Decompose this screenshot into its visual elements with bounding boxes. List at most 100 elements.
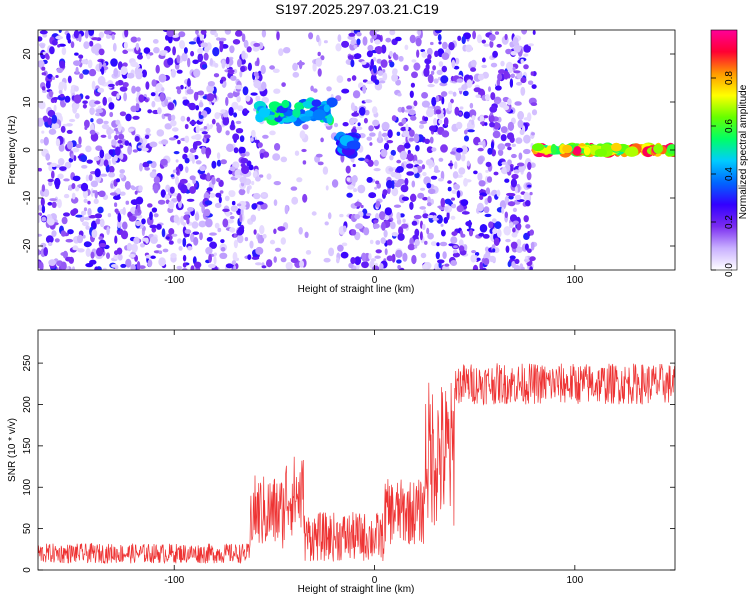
spectrogram-speck [368,253,372,260]
spectrogram-speck [109,111,114,118]
spectrogram-speck [73,102,80,109]
spectrogram-speck [305,250,312,255]
spectrogram-speck [225,263,234,269]
spectrogram-speck [199,232,203,241]
spectrogram-speck [513,44,522,53]
spectrogram-speck [226,143,234,152]
spectrogram-speck [424,58,432,65]
spectrogram-speck [396,211,401,221]
spectrogram-speck [510,73,515,79]
spectrogram-speck [374,39,381,45]
spectrogram-speck [57,158,65,166]
spectrogram-speck [349,43,356,51]
spectrogram-speck [435,95,440,103]
spectrogram-speck [221,59,226,69]
spectrogram-speck [70,153,74,160]
spectrogram-speck [531,132,535,136]
spectrogram-speck [175,176,179,186]
spectrogram-speck [377,70,384,76]
spectrogram-speck [464,129,468,135]
spectrogram-speck [370,37,374,43]
spectrogram-speck [85,95,90,100]
spectrogram-speck [404,109,410,113]
spectrogram-speck [201,64,208,69]
spectrogram-speck [481,64,488,69]
spectrogram-speck [58,144,65,152]
spectrogram-speck [511,173,519,180]
spectrogram-speck [346,177,351,182]
spectrogram-speck [406,163,414,169]
spectrogram-speck [219,190,224,194]
spectrogram-speck [83,41,90,49]
y-tick-label: 0 [22,147,33,153]
spectrogram-speck [510,241,518,249]
spectrogram-speck [240,66,246,73]
spectrogram-speck [328,247,335,257]
spectrogram-speck [479,224,488,233]
spectrogram-speck [106,126,113,136]
spectrogram-speck [495,85,502,91]
spectrogram-speck [236,203,242,207]
spectrogram-speck [233,68,238,74]
spectrogram-speck [435,109,442,115]
spectrogram-speck [48,259,57,266]
spectrogram-speck [526,171,532,181]
spectrogram-speck [370,58,375,68]
spectrogram-speck [379,263,384,270]
spectrogram-speck [496,43,502,48]
spectrogram-speck [278,48,284,56]
spectrogram-speck [152,39,159,44]
spectrogram-speck [120,66,128,76]
spectrogram-speck [60,230,67,237]
spectrogram-speck [38,214,41,224]
spectrogram-speck [124,181,131,190]
spectrogram-speck [531,109,538,116]
spectrogram-speck [255,262,262,266]
spectrogram-speck [191,154,195,164]
spectrogram-speck [38,249,40,256]
spectrogram-speck [255,176,261,182]
spectrogram-speck [299,130,306,140]
spectrogram-speck [72,175,81,182]
spectrogram-speck [176,54,181,64]
spectrogram-speck [514,101,522,106]
spectrogram-speck [493,237,500,246]
spectrogram-speck [246,185,250,195]
spectrogram-speck [87,200,91,205]
spectrogram-speck [170,252,177,259]
spectrogram-speck [184,211,192,216]
spectrogram-speck [514,194,522,200]
spectrogram-speck [215,192,222,198]
spectrogram-speck [413,214,422,220]
spectrogram-speck [363,117,368,124]
spectrogram-speck [340,251,349,259]
spectrogram-speck [80,182,89,192]
snr-x-axis-label: Height of straight line (km) [298,584,415,595]
spectrogram-speck [99,218,105,228]
spectrogram-speck [505,48,512,55]
spectrogram-speck [431,147,437,152]
spectrogram-speck [469,102,474,109]
spectrogram-speck [47,201,53,206]
spectrogram-speck [505,245,510,253]
spectrogram-speck [119,111,127,117]
spectrogram-speck [341,242,348,247]
spectrogram-speck [82,189,88,199]
spectrogram-speck [437,259,445,264]
spectrogram-speck [213,252,217,256]
spectrogram-speck [397,233,405,241]
spectrogram-speck [372,57,377,62]
spectrogram-speck [323,257,331,263]
spectrogram-speck [150,255,156,259]
spectrogram-speck [175,166,180,175]
spectrogram-speck [427,196,431,204]
spectrogram-speck [99,173,108,177]
spectrogram-speck [92,190,97,194]
spectrogram-speck [473,87,482,93]
spectrogram-speck [40,197,45,207]
y-tick-label: 10 [22,96,33,108]
spectrogram-speck [58,30,62,33]
spectrogram-speck [372,119,380,127]
spectrogram-speck [403,64,409,72]
spectrogram-speck [176,265,182,270]
